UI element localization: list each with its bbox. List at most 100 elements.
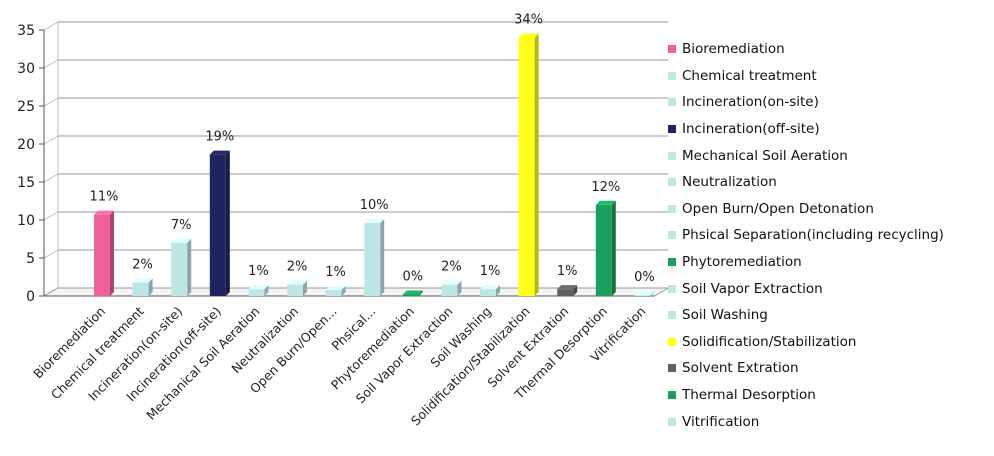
legend-swatch (668, 311, 676, 320)
gridline-depth (43, 135, 59, 145)
bar-side (534, 33, 539, 296)
bar-top (94, 210, 114, 215)
bar-side (457, 280, 462, 296)
bar (480, 289, 496, 296)
gridline-depth (43, 249, 59, 259)
legend-label: Chemical treatment (682, 67, 817, 84)
data-label: 0% (402, 269, 423, 284)
legend-item: Solidification/Stabilization (668, 329, 944, 356)
bar-side (573, 285, 578, 296)
legend-label: Vitrification (682, 413, 760, 430)
legend-swatch (668, 258, 676, 267)
bar (595, 204, 612, 296)
data-label: 34% (514, 13, 543, 28)
legend-item: Phytoremediation (668, 249, 944, 276)
bar (518, 37, 535, 296)
y-tick-label: 30 (17, 61, 35, 77)
data-label: 2% (132, 257, 153, 272)
bar (248, 289, 265, 296)
legend-swatch (668, 364, 676, 373)
bar-side (418, 290, 423, 296)
legend-swatch (668, 151, 676, 160)
data-label: 7% (171, 218, 192, 233)
bar-top (441, 280, 462, 285)
legend-swatch (668, 231, 676, 240)
bar (132, 282, 149, 296)
bar-top (132, 278, 153, 283)
legend-swatch (668, 125, 676, 134)
legend-item: Incineration(on-site) (668, 89, 944, 116)
legend-swatch (668, 178, 676, 187)
legend-label: Mechanical Soil Aeration (682, 147, 848, 164)
y-tick-label: 20 (17, 137, 35, 153)
bar-top (480, 285, 500, 290)
bar-side (496, 285, 500, 296)
legend-item: Chemical treatment (668, 63, 944, 90)
bar (209, 154, 226, 296)
category-label: Neutralization (228, 304, 301, 377)
gridline-depth (43, 173, 59, 183)
bar (287, 284, 303, 296)
legend-item: Phsical Separation(including recycling) (668, 222, 944, 249)
bar-top (557, 285, 578, 290)
legend-swatch (668, 337, 676, 346)
y-tick-label: 35 (17, 23, 35, 39)
bar (441, 284, 458, 296)
legend-label: Thermal Desorption (682, 387, 816, 404)
legend-label: Solidification/Stabilization (682, 333, 857, 350)
y-tick-label: 25 (17, 99, 35, 115)
bar-side (187, 238, 192, 296)
data-label: 0% (634, 270, 655, 285)
legend-item: Solvent Extration (668, 355, 944, 382)
gridline-depth (43, 97, 59, 107)
legend-swatch (668, 98, 676, 107)
bar-side (264, 285, 269, 296)
bar (94, 214, 110, 296)
chart-legend: Bioremediation Chemical treatment Incinera… (668, 36, 944, 435)
bar-top (595, 200, 616, 205)
gridline-depth (43, 59, 59, 69)
bar (634, 295, 651, 296)
legend-swatch (668, 284, 676, 293)
bar (364, 223, 381, 296)
bar-top (287, 280, 307, 285)
data-label: 1% (325, 265, 346, 280)
bar (557, 289, 574, 296)
legend-swatch (668, 204, 676, 213)
legend-item: Vitrification (668, 408, 944, 435)
legend-swatch (668, 45, 676, 54)
legend-item: Bioremediation (668, 36, 944, 63)
data-label: 1% (248, 264, 269, 279)
bar-side (650, 291, 655, 296)
legend-item: Soil Vapor Extraction (668, 275, 944, 302)
legend-item: Mechanical Soil Aeration (668, 142, 944, 169)
legend-item: Neutralization (668, 169, 944, 196)
legend-item: Soil Washing (668, 302, 944, 329)
bar-top (325, 285, 346, 290)
legend-item: Incineration(off-site) (668, 116, 944, 143)
legend-swatch (668, 417, 676, 426)
bar-top (209, 150, 230, 155)
legend-label: Soil Vapor Extraction (682, 280, 823, 297)
legend-label: Incineration(off-site) (682, 121, 820, 138)
legend-item: Open Burn/Open Detonation (668, 196, 944, 223)
legend-swatch (668, 71, 676, 80)
data-label: 10% (360, 198, 389, 213)
bar (325, 289, 342, 296)
bar (171, 242, 188, 296)
y-tick-label: 15 (17, 175, 35, 191)
bar-top (518, 33, 539, 38)
legend-label: Phsical Separation(including recycling) (682, 227, 944, 244)
legend-label: Bioremediation (682, 41, 785, 58)
bar-side (303, 280, 307, 296)
data-label: 19% (205, 130, 234, 145)
data-label: 11% (90, 190, 119, 205)
gridline-depth (43, 21, 59, 31)
bar-side (611, 200, 616, 296)
data-label: 1% (557, 264, 578, 279)
y-tick-label: 10 (17, 213, 35, 229)
legend-label: Solvent Extration (682, 360, 799, 377)
bar-side (380, 219, 385, 296)
bar (402, 294, 419, 296)
